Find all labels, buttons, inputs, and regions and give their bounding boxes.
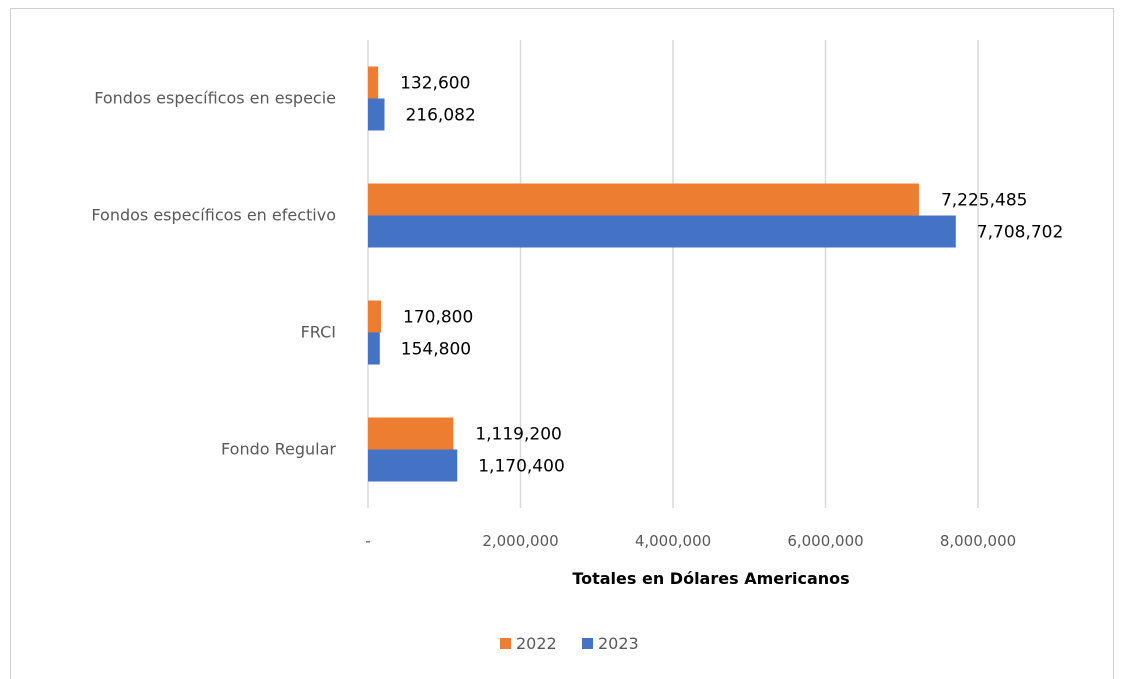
- x-tick-label: -: [365, 532, 370, 550]
- x-axis-title: Totales en Dólares Americanos: [572, 569, 849, 588]
- data-labels: 132,600 216,082 7,225,485 7,708,702 170,800 1…: [400, 74, 1063, 477]
- bar-2023: [368, 449, 458, 482]
- legend-swatch-2022: [500, 638, 511, 649]
- x-tick-label: 8,000,000: [940, 532, 1016, 550]
- data-label: 7,225,485: [941, 191, 1028, 211]
- bar-2022: [368, 417, 454, 450]
- bar-2022: [368, 183, 919, 216]
- data-label: 154,800: [401, 340, 471, 360]
- bar-2022: [368, 66, 379, 99]
- data-label: 216,082: [405, 106, 475, 126]
- legend-label: 2022: [516, 634, 557, 653]
- bar-2022: [368, 300, 382, 333]
- x-tick-label: 4,000,000: [635, 532, 711, 550]
- category-label: Fondos específicos en efectivo: [91, 206, 336, 225]
- legend-label: 2023: [598, 634, 639, 653]
- data-label: 1,170,400: [478, 457, 565, 477]
- data-label: 1,119,200: [475, 425, 562, 445]
- data-label: 7,708,702: [977, 223, 1064, 243]
- category-label: Fondos específicos en especie: [94, 89, 336, 108]
- legend-swatch-2023: [582, 638, 593, 649]
- bar-2023: [368, 215, 956, 248]
- bar-2023: [368, 332, 380, 365]
- data-label: 132,600: [400, 74, 470, 94]
- legend: 2022 2023: [500, 634, 639, 653]
- bars: [368, 66, 956, 482]
- x-tick-label: 6,000,000: [787, 532, 863, 550]
- bar-2023: [368, 98, 385, 131]
- category-labels: Fondos específicos en especie Fondos espe…: [91, 89, 336, 459]
- category-label: Fondo Regular: [221, 440, 336, 459]
- category-label: FRCI: [301, 323, 336, 342]
- data-label: 170,800: [403, 308, 473, 328]
- x-tick-labels: - 2,000,000 4,000,000 6,000,000 8,000,000: [365, 532, 1016, 550]
- x-tick-label: 2,000,000: [482, 532, 558, 550]
- chart-frame: [10, 8, 1114, 679]
